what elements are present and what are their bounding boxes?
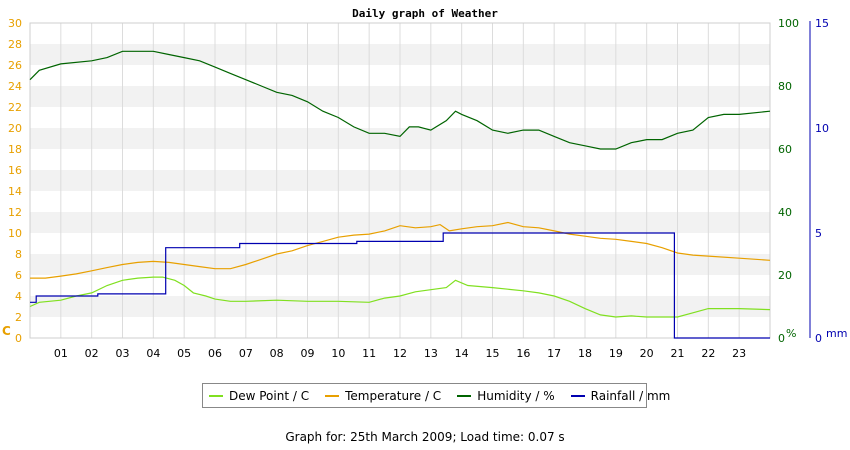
- humidity-axis-tick-label: 20: [778, 269, 792, 282]
- x-axis-tick-label: 17: [547, 347, 561, 360]
- left-axis-tick-label: 18: [8, 143, 22, 156]
- left-axis-tick-label: 4: [15, 290, 22, 303]
- rainfall-axis-tick-label: 10: [815, 122, 829, 135]
- x-axis-tick-label: 16: [516, 347, 530, 360]
- x-axis-tick-label: 18: [578, 347, 592, 360]
- x-axis-tick-label: 14: [455, 347, 469, 360]
- humidity-axis-tick-label: 60: [778, 143, 792, 156]
- x-axis-tick-label: 15: [486, 347, 500, 360]
- humidity-axis-unit-label: %: [786, 327, 796, 340]
- legend-swatch: [325, 394, 340, 397]
- left-axis-tick-label: 20: [8, 122, 22, 135]
- humidity-axis-tick-label: 0: [778, 332, 785, 345]
- left-axis-tick-label: 16: [8, 164, 22, 177]
- x-axis-tick-label: 05: [177, 347, 191, 360]
- x-axis-tick-label: 07: [239, 347, 253, 360]
- left-axis-tick-label: 26: [8, 59, 22, 72]
- legend-label: Humidity / %: [477, 388, 555, 403]
- x-axis-tick-label: 08: [270, 347, 284, 360]
- plot-border: [29, 22, 771, 339]
- chart-title: Daily graph of Weather: [352, 7, 498, 20]
- left-axis-tick-label: 0: [15, 332, 22, 345]
- series-line: [29, 276, 771, 318]
- humidity-axis-tick-label: 40: [778, 206, 792, 219]
- x-axis-tick-label: 10: [331, 347, 345, 360]
- x-axis-tick-label: 02: [85, 347, 99, 360]
- humidity-axis-tick-label: 80: [778, 80, 792, 93]
- x-axis-tick-label: 20: [640, 347, 654, 360]
- x-axis-tick-label: 06: [208, 347, 222, 360]
- rainfall-axis-tick-label: 15: [815, 17, 829, 30]
- legend-item: Temperature / C: [325, 389, 441, 403]
- series-line: [30, 232, 770, 339]
- x-axis-tick-label: 19: [609, 347, 623, 360]
- series-line: [30, 221, 771, 279]
- legend-label: Dew Point / C: [229, 388, 310, 403]
- left-axis-tick-label: 10: [8, 227, 22, 240]
- left-axis-tick-label: 8: [15, 248, 22, 261]
- legend-label: Rainfall / mm: [590, 388, 671, 403]
- series-lines: [29, 50, 771, 339]
- legend-item: Humidity / %: [457, 388, 555, 403]
- series-line: [29, 50, 771, 150]
- legend-swatch: [570, 394, 585, 397]
- x-axis-tick-label: 21: [671, 347, 685, 360]
- x-axis-tick-label: 09: [301, 347, 315, 360]
- x-axis-tick-label: 12: [393, 347, 407, 360]
- left-axis-tick-label: 28: [8, 38, 22, 51]
- vertical-grid: [29, 22, 771, 339]
- left-axis-tick-label: 30: [8, 17, 22, 30]
- legend-label: Temperature / C: [345, 388, 442, 403]
- rainfall-axis-unit-label: mm: [826, 327, 847, 340]
- humidity-axis-tick-label: 100: [778, 17, 799, 30]
- legend-swatch: [209, 394, 223, 397]
- left-axis-unit-label: C: [2, 324, 11, 338]
- left-axis-tick-label: 24: [8, 80, 22, 93]
- legend-item: Rainfall / mm: [570, 388, 671, 403]
- x-axis-tick-label: 04: [146, 347, 160, 360]
- legend-swatch: [457, 394, 472, 397]
- left-axis-tick-label: 14: [8, 185, 22, 198]
- left-axis-tick-label: 12: [8, 206, 22, 219]
- rainfall-axis-tick-label: 5: [815, 227, 822, 240]
- chart-legend: Dew Point / C Temperature / C Humidity / %…: [202, 383, 670, 408]
- legend-item: Dew Point / C: [209, 389, 309, 403]
- axes: 024681012141618202224262830C020406080100…: [2, 17, 847, 360]
- rainfall-axis-tick-label: 0: [815, 332, 822, 345]
- footer-status: Graph for: 25th March 2009; Load time: 0…: [285, 430, 565, 444]
- left-axis-tick-label: 6: [15, 269, 22, 282]
- x-axis-tick-label: 03: [116, 347, 130, 360]
- x-axis-tick-label: 11: [362, 347, 376, 360]
- left-axis-tick-label: 22: [8, 101, 22, 114]
- left-axis-tick-label: 2: [15, 311, 22, 324]
- x-axis-tick-label: 01: [54, 347, 68, 360]
- x-axis-tick-label: 22: [701, 347, 715, 360]
- x-axis-tick-label: 23: [732, 347, 746, 360]
- x-axis-tick-label: 13: [424, 347, 438, 360]
